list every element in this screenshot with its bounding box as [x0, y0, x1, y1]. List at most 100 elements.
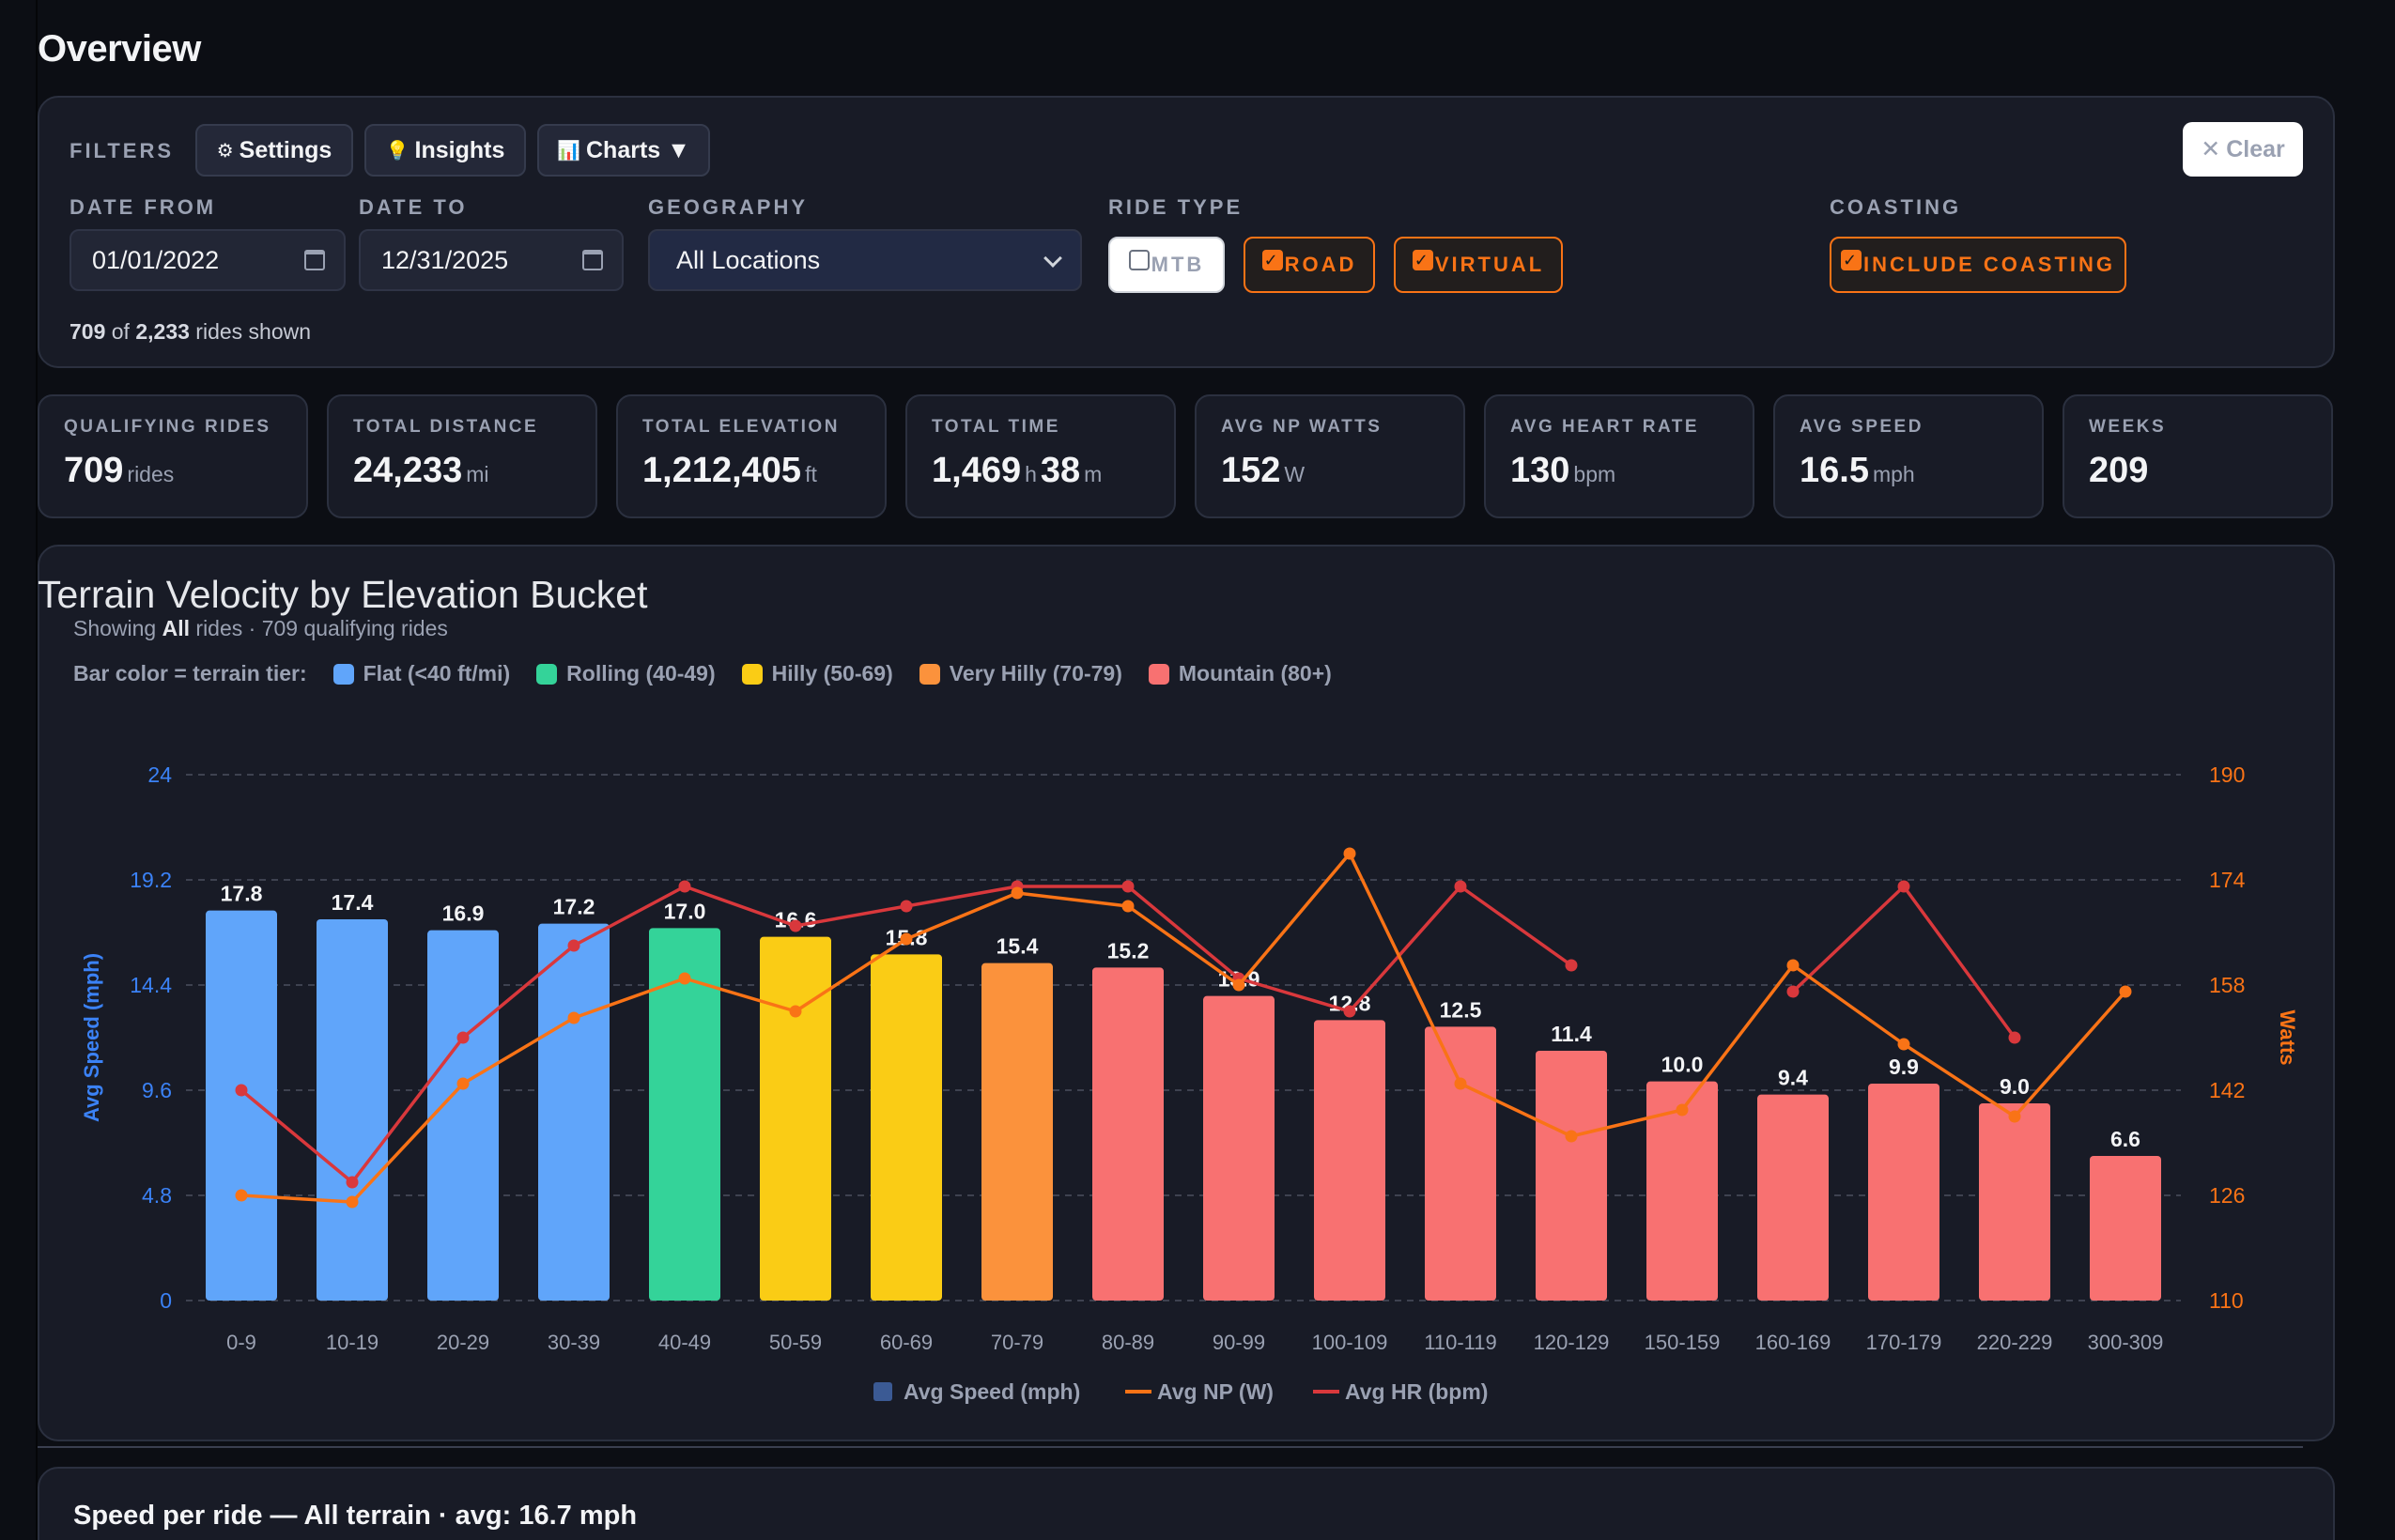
x-tick-label: 100-109 — [1312, 1331, 1388, 1354]
insights-button-label: Insights — [414, 136, 505, 163]
x-tick-label: 150-159 — [1645, 1331, 1721, 1354]
x-tick-label: 60-69 — [880, 1331, 933, 1354]
stat-label: QUALIFYING RIDES — [64, 417, 271, 437]
filters-panel: FILTERS ⚙ Settings 💡 Insights 📊 Charts ▼… — [38, 96, 2335, 368]
bar-avg-speed — [871, 954, 942, 1301]
avg-np-point — [1121, 900, 1135, 913]
bar-value-label: 17.0 — [664, 899, 706, 923]
date-to-value: 12/31/2025 — [381, 245, 509, 274]
avg-np-point — [678, 972, 691, 985]
checkbox-checked-icon[interactable]: ✓ — [1261, 250, 1283, 270]
avg-np-point — [1897, 1038, 1910, 1051]
terrain-velocity-chart-panel — [38, 545, 2335, 1441]
ride-type-mtb-toggle[interactable]: MTB — [1108, 237, 1225, 293]
rides-shown-count: 709 of 2,233 rides shown — [70, 319, 312, 344]
bar-avg-speed — [1868, 1084, 1939, 1301]
stat-value: 709 rides — [64, 451, 175, 490]
x-tick-label: 90-99 — [1213, 1331, 1265, 1354]
avg-np-line — [240, 852, 2127, 1204]
ride-type-virtual-toggle[interactable]: ✓ VIRTUAL — [1394, 237, 1563, 293]
bar-avg-speed — [1314, 1020, 1385, 1301]
stat-card-total-time: TOTAL TIME 1,469 h 38 m — [905, 394, 1176, 518]
include-coasting-toggle[interactable]: ✓ INCLUDE COASTING — [1830, 237, 2126, 293]
tier-legend-flat: Flat (<40 ft/mi) — [332, 661, 510, 686]
stat-card-qualifying-rides: QUALIFYING RIDES 709 rides — [38, 394, 308, 518]
bar-value-label: 12.5 — [1440, 997, 1482, 1022]
checkbox-checked-icon[interactable]: ✓ — [1412, 250, 1433, 270]
ride-type-road-toggle[interactable]: ✓ ROAD — [1244, 237, 1375, 293]
bar-value-label: 15.2 — [1107, 938, 1150, 962]
avg-np-point — [1011, 886, 1024, 900]
y-tick-label: 4.8 — [142, 1183, 172, 1208]
ride-type-virtual-label: VIRTUAL — [1434, 253, 1545, 276]
stat-label: TOTAL DISTANCE — [353, 417, 539, 437]
terrain-tier-legend: Bar color = terrain tier: Flat (<40 ft/m… — [73, 661, 1332, 686]
y2-axis-title: Watts — [2276, 1009, 2299, 1065]
avg-hr-point — [900, 900, 913, 913]
filters-label: FILTERS — [70, 139, 175, 162]
stat-label: AVG HEART RATE — [1510, 417, 1700, 437]
stat-value: 209 — [2089, 451, 2149, 490]
x-tick-label: 80-89 — [1102, 1331, 1154, 1354]
bar-value-label: 17.2 — [553, 895, 595, 919]
y-axis-title: Avg Speed (mph) — [80, 953, 103, 1122]
stat-label: TOTAL ELEVATION — [642, 417, 840, 437]
checkbox-unchecked-icon[interactable] — [1128, 250, 1150, 270]
avg-np-point — [900, 932, 913, 946]
legend-label-0: Avg Speed (mph) — [904, 1379, 1080, 1404]
bar-value-label: 16.9 — [442, 901, 485, 926]
charts-dropdown-button[interactable]: 📊 Charts ▼ — [537, 124, 710, 177]
bar-avg-speed — [206, 910, 277, 1301]
very-hilly-swatch — [919, 663, 940, 685]
geography-label: GEOGRAPHY — [648, 195, 809, 219]
avg-hr-point — [1121, 880, 1135, 893]
legend-swatch-0 — [873, 1382, 892, 1401]
bar-value-label: 9.0 — [2000, 1074, 2030, 1099]
x-tick-label: 170-179 — [1866, 1331, 1942, 1354]
date-to-input[interactable]: 12/31/2025 — [359, 229, 624, 291]
checkbox-checked-icon[interactable]: ✓ — [1841, 250, 1862, 270]
legend-label-1: Avg NP (W) — [1157, 1379, 1274, 1404]
stat-card-avg-speed: AVG SPEED 16.5 mph — [1773, 394, 2044, 518]
avg-np-point — [235, 1189, 248, 1202]
calendar-icon[interactable] — [582, 250, 603, 270]
stat-card-avg-heart-rate: AVG HEART RATE 130 bpm — [1484, 394, 1754, 518]
bar-value-label: 11.4 — [1551, 1022, 1592, 1046]
avg-np-point — [1454, 1077, 1467, 1090]
y-tick-label: 14.4 — [130, 973, 172, 997]
stat-label: AVG SPEED — [1800, 417, 1924, 437]
x-tick-label: 110-119 — [1424, 1331, 1496, 1354]
stat-card-weeks: WEEKS 209 — [2063, 394, 2333, 518]
x-tick-label: 220-229 — [1977, 1331, 2053, 1354]
y2-tick-label: 142 — [2209, 1078, 2245, 1102]
tier-legend-very-hilly: Very Hilly (70-79) — [919, 661, 1122, 686]
y2-tick-label: 110 — [2209, 1288, 2244, 1313]
tier-legend-hilly: Hilly (50-69) — [741, 661, 893, 686]
page-title: Overview — [38, 28, 201, 69]
tier-legend-mountain: Mountain (80+) — [1148, 661, 1332, 686]
geography-select[interactable]: All Locations — [648, 229, 1082, 291]
avg-hr-point — [2008, 1031, 2021, 1044]
clear-button[interactable]: ✕ Clear — [2183, 122, 2303, 177]
y2-tick-label: 174 — [2209, 868, 2246, 892]
bar-avg-speed — [1536, 1051, 1607, 1301]
chart-subtitle: Showing All rides · 709 qualifying rides — [73, 616, 448, 640]
calendar-icon[interactable] — [304, 250, 325, 270]
avg-hr-point — [456, 1031, 470, 1044]
close-icon: ✕ — [2201, 136, 2221, 162]
stat-card-total-distance: TOTAL DISTANCE 24,233 mi — [327, 394, 597, 518]
tier-legend-rolling: Rolling (40-49) — [536, 661, 716, 686]
window-edge — [36, 0, 38, 1540]
avg-hr-point — [789, 919, 802, 932]
avg-np-point — [567, 1011, 580, 1024]
bar-avg-speed — [2090, 1156, 2161, 1301]
legend-label-2: Avg HR (bpm) — [1345, 1379, 1488, 1404]
settings-button-label: Settings — [239, 136, 332, 163]
include-coasting-label: INCLUDE COASTING — [1863, 253, 2115, 276]
avg-np-point — [789, 1005, 802, 1018]
insights-button[interactable]: 💡 Insights — [364, 124, 526, 177]
date-from-input[interactable]: 01/01/2022 — [70, 229, 346, 291]
y2-tick-label: 126 — [2209, 1183, 2245, 1208]
settings-button[interactable]: ⚙ Settings — [195, 124, 353, 177]
bar-value-label: 9.4 — [1778, 1066, 1808, 1090]
